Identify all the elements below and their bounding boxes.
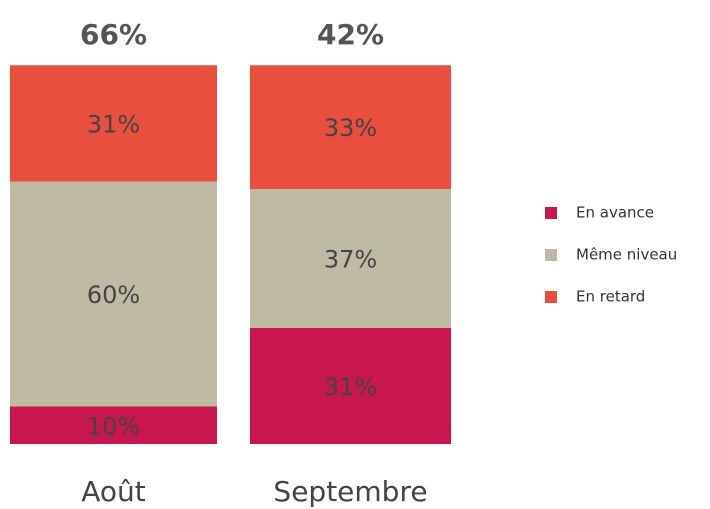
data-label: 31% <box>87 110 140 138</box>
legend-label: En retard <box>576 288 645 306</box>
data-label: 10% <box>87 412 140 440</box>
legend-label: Même niveau <box>576 246 677 264</box>
legend-swatch <box>545 249 557 261</box>
x-tick-label: Août <box>81 475 146 508</box>
data-label: 31% <box>324 373 377 401</box>
legend-swatch <box>545 291 557 303</box>
x-tick-label: Septembre <box>273 475 427 508</box>
bar-segment <box>250 327 451 444</box>
bar-segment <box>10 65 217 182</box>
bar-segment <box>250 65 451 189</box>
bar-segment <box>250 189 451 328</box>
data-label: 37% <box>324 245 377 273</box>
legend-swatch <box>545 207 557 219</box>
legend-label: En avance <box>576 204 654 222</box>
bar-segment <box>10 181 217 407</box>
data-label: 60% <box>87 281 140 309</box>
total-label: 66% <box>80 18 147 51</box>
bar-segment <box>10 406 217 444</box>
data-label: 33% <box>324 114 377 142</box>
total-label: 42% <box>317 18 384 51</box>
